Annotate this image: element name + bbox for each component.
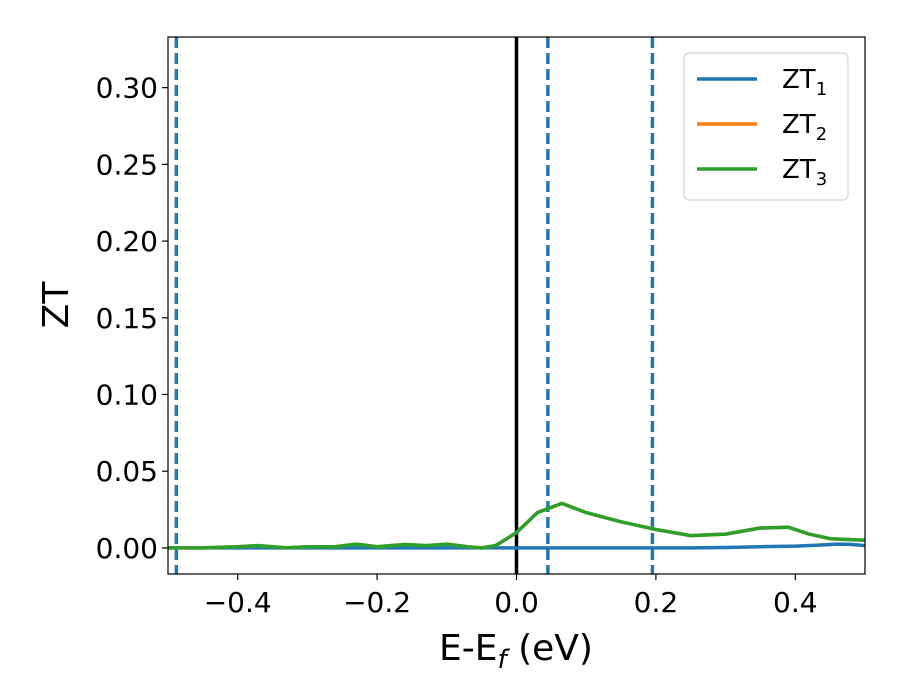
series-lines	[168, 501, 865, 550]
y-tick-label: 0.25	[96, 148, 158, 181]
series-line-1	[168, 542, 865, 550]
y-tick-label: 0.10	[96, 378, 158, 411]
y-axis: 0.00 0.05 0.10 0.15 0.20 0.25 0.30	[96, 72, 168, 565]
y-tick-label: 0.20	[96, 225, 158, 258]
legend-label-2: ZT2	[782, 110, 827, 145]
legend-box	[683, 52, 849, 201]
legend-label-1: ZT1	[782, 65, 827, 100]
reference-lines	[174, 37, 655, 574]
y-tick-label: 0.05	[96, 455, 158, 488]
y-tick-label: 0.30	[96, 72, 158, 105]
x-tick-label: 0.2	[634, 586, 679, 619]
x-tick-label: 0.0	[494, 586, 539, 619]
legend: ZT1 ZT2 ZT3	[683, 52, 849, 201]
x-axis-title: E-Ef (eV)	[439, 628, 593, 675]
series-line-3	[168, 501, 865, 550]
x-axis: −0.4 −0.2 0.0 0.2 0.4	[204, 574, 818, 619]
y-tick-label: 0.15	[96, 302, 158, 335]
x-tick-label: −0.2	[343, 586, 411, 619]
x-tick-label: 0.4	[773, 586, 818, 619]
x-axis-title-unit: (eV)	[507, 628, 593, 669]
y-axis-title: ZT	[36, 281, 77, 329]
legend-label-3: ZT3	[782, 155, 827, 190]
y-tick-label: 0.00	[96, 532, 158, 565]
x-tick-label: −0.4	[204, 586, 272, 619]
